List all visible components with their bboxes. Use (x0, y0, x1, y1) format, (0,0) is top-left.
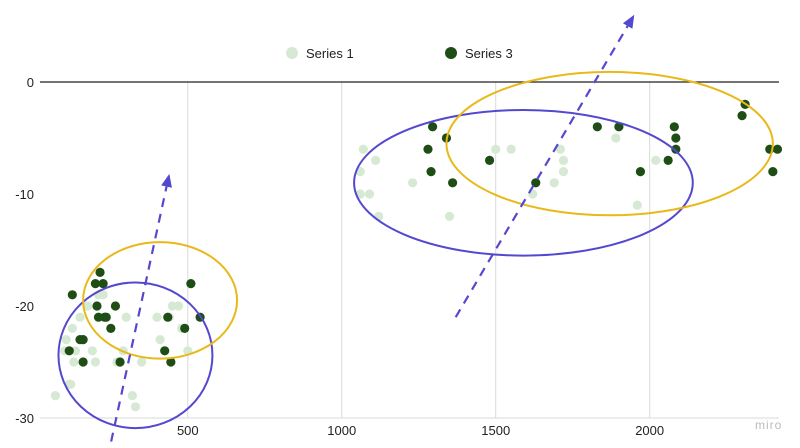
series-3-point (180, 323, 190, 333)
series-3-point (78, 357, 88, 367)
trend-arrow-line (454, 25, 629, 318)
series-1-point (555, 144, 565, 154)
series-1-point (66, 379, 76, 389)
series-1-point (506, 144, 516, 154)
series-3-point (78, 335, 88, 345)
series-3-point (90, 279, 101, 289)
series-3-point (426, 167, 436, 177)
annotations (57, 14, 774, 448)
cluster-ellipse (445, 70, 774, 217)
x-tick-label: 500 (177, 423, 199, 438)
series-1-point (444, 211, 455, 221)
series-1-point (407, 178, 418, 188)
series-3-point (423, 144, 433, 154)
series-3-point (427, 122, 438, 132)
series-3-point (531, 178, 541, 188)
legend-label-series-1: Series 1 (306, 46, 354, 61)
cluster-ellipse (82, 241, 239, 360)
y-tick-label: -20 (15, 299, 34, 314)
series-1-point (632, 200, 642, 210)
grid (40, 82, 779, 419)
series-3-point (669, 122, 679, 132)
series-3-point (163, 312, 173, 322)
series-1-point (558, 167, 569, 177)
x-tick-label: 1000 (327, 423, 356, 438)
series-3-point (614, 122, 624, 132)
series-1-point (87, 346, 97, 356)
y-tick-label: 0 (27, 75, 34, 90)
series-3-point (92, 301, 102, 311)
series-1-point (364, 189, 375, 199)
series-1-point (491, 144, 501, 154)
series-1-point (155, 335, 165, 345)
x-tick-label: 1500 (481, 423, 510, 438)
series-3-point (95, 267, 105, 277)
series-3-point (635, 167, 646, 177)
series-3-point (106, 323, 116, 333)
series-3-point (101, 312, 111, 322)
series-1-point (75, 312, 85, 322)
series-3-point (166, 357, 176, 367)
series-1-point (50, 391, 60, 401)
series-3-point (110, 301, 121, 311)
series-1-point (121, 312, 131, 322)
series-1-point (67, 323, 77, 333)
x-tick-label: 2000 (635, 423, 664, 438)
series-1-point (611, 133, 621, 143)
series-3-point (737, 111, 747, 121)
series-1-point (358, 144, 368, 154)
series-3-point (768, 167, 778, 177)
series-1-point (152, 312, 162, 322)
series-1-point (173, 301, 184, 311)
series-1-point (549, 178, 559, 188)
series-3-point (484, 155, 495, 165)
y-tick-label: -30 (15, 411, 34, 426)
cluster-ellipse (57, 281, 214, 430)
series-3-point (592, 122, 602, 132)
data-points (50, 99, 783, 412)
series-1-point (183, 346, 193, 356)
series-3-point (671, 144, 681, 154)
series-1-point (130, 402, 141, 412)
series-1-point (371, 155, 381, 165)
series-1-point (90, 357, 101, 367)
series-3-point (772, 144, 783, 154)
series-3-point (98, 279, 108, 289)
series-1-point (61, 335, 71, 345)
trend-arrow-head (622, 14, 635, 29)
series-1-point (137, 357, 147, 367)
series-1-point (127, 391, 137, 401)
legend-marker-series-3 (445, 47, 457, 59)
legend: Series 1 Series 3 (286, 46, 513, 61)
series-1-point (558, 155, 569, 165)
series-3-point (67, 290, 77, 300)
legend-marker-series-1 (286, 47, 298, 59)
series-3-point (663, 155, 673, 165)
series-3-point (186, 279, 196, 289)
watermark-text: miro (755, 418, 782, 432)
series-1-point (651, 155, 661, 165)
series-1-point (69, 357, 79, 367)
series-3-point (448, 178, 458, 188)
y-tick-label: -10 (15, 187, 34, 202)
series-1-point (83, 301, 93, 311)
series-3-point (64, 346, 74, 356)
series-3-point (115, 357, 125, 367)
series-1-point (98, 290, 108, 300)
series-3-point (160, 346, 170, 356)
series-3-point (671, 133, 681, 143)
legend-label-series-3: Series 3 (465, 46, 513, 61)
cluster-ellipse (353, 109, 694, 257)
axes: 500 1000 1500 2000 0 -10 -20 -30 (15, 75, 779, 438)
trend-arrow-head (161, 173, 172, 188)
trend-arrow-line (108, 186, 168, 448)
